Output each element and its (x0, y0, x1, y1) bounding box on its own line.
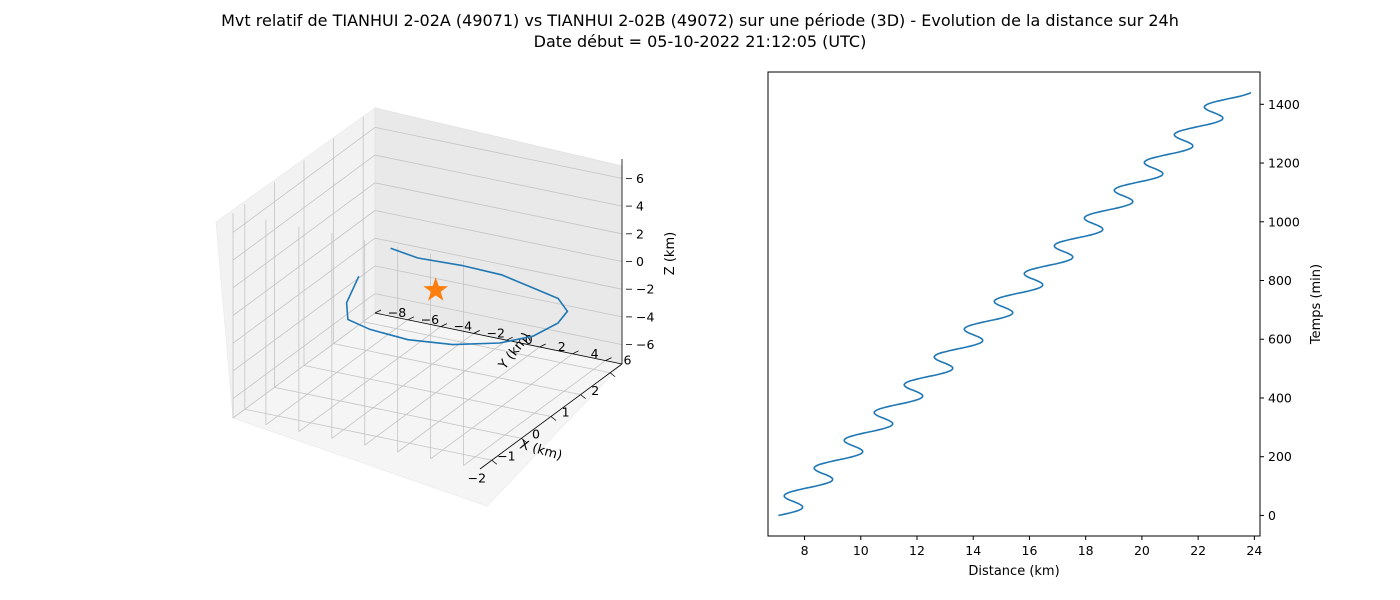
grid-line (331, 333, 475, 439)
grid-line (364, 339, 507, 446)
y-tick (539, 343, 546, 348)
x-tick-label: 0 (532, 427, 540, 442)
grid-line (232, 265, 376, 372)
grid-line (374, 237, 623, 290)
plot-frame (767, 71, 1261, 537)
x-axis-line (479, 363, 623, 470)
grid-3d (232, 116, 623, 466)
z-tick-label: −6 (636, 337, 654, 352)
y-tick-label: 200 (1268, 449, 1292, 464)
y-tick-label: 0 (525, 332, 533, 347)
y-tick-label: 0 (1268, 508, 1276, 523)
y-tick-label: 1400 (1268, 97, 1300, 112)
distance-line (778, 91, 1252, 517)
y-tick-label: 1200 (1268, 156, 1300, 171)
x-tick-label: 10 (853, 543, 869, 558)
x-axis-ticks: 8 10 12 14 16 18 20 22 24 (801, 536, 1262, 558)
y-tick-label: 4 (591, 346, 599, 361)
grid-line (430, 353, 573, 460)
x-tick-label: 24 (1246, 543, 1262, 558)
x-axis-label: Distance (km) (968, 564, 1059, 579)
y-tick (572, 350, 579, 355)
x-tick-label: 20 (1134, 543, 1150, 558)
grid-line (265, 319, 409, 426)
x-tick-label: 18 (1078, 543, 1094, 558)
x-tick-label: −2 (468, 470, 486, 485)
grid-line (298, 326, 442, 432)
grid-line (463, 360, 606, 466)
y-axis-label: Temps (min) (1309, 264, 1324, 345)
grid-line (374, 154, 623, 207)
y-tick (407, 316, 415, 321)
trajectory-3d (345, 247, 569, 346)
grid-line (333, 343, 581, 396)
grid-line (397, 346, 540, 453)
grid-line (232, 293, 376, 399)
y-tick-label: 800 (1268, 273, 1292, 288)
grid-line (244, 408, 492, 461)
x-tick-label: −1 (497, 448, 515, 463)
grid-line (374, 210, 623, 262)
grid-line (374, 293, 623, 345)
y-tick (605, 357, 612, 361)
grid-line (232, 182, 376, 289)
grid-line (232, 312, 376, 419)
x-tick (580, 394, 586, 399)
y-tick-label: 400 (1268, 390, 1292, 405)
y-tick-label: 6 (624, 353, 632, 368)
distance-time-plot: 8 10 12 14 16 18 20 22 24 0 200 400 600 800 1000 1200 1… (767, 71, 1324, 579)
y-tick (374, 309, 382, 314)
z-tick-label: 6 (636, 171, 644, 186)
grid-line (374, 265, 623, 318)
x-tick-label: 8 (801, 543, 809, 558)
x-tick (550, 416, 557, 421)
z-tick-label: 4 (636, 199, 644, 214)
x-tick (491, 459, 498, 465)
y-axis-ticks: 0 200 400 600 800 1000 1200 1400 (1260, 97, 1300, 523)
figure-title-line2: Date début = 05-10-2022 21:12:05 (UTC) (534, 32, 867, 51)
x-tick-label: 1 (562, 405, 570, 420)
grid-line (232, 237, 376, 344)
grid-line (363, 321, 611, 374)
grid-line (232, 154, 376, 261)
x-tick (521, 438, 527, 443)
y-tick-label: 2 (558, 339, 566, 354)
y-tick-label: 600 (1268, 332, 1292, 347)
x-tick-label: 14 (965, 543, 981, 558)
z-tick-label: −2 (636, 282, 654, 297)
z-tick-label: −4 (636, 309, 654, 324)
trajectory-line (345, 247, 569, 346)
z-tick-label: 0 (636, 254, 644, 269)
grid-line (232, 210, 376, 316)
x-tick-label: 22 (1190, 543, 1206, 558)
figure-title-line1: Mvt relatif de TIANHUI 2-02A (49071) vs … (221, 11, 1179, 30)
y-tick (440, 323, 448, 327)
grid-line (303, 365, 552, 417)
x-tick (609, 372, 616, 378)
x-tick-label: 2 (591, 383, 599, 398)
z-axis-label-3d: Z (km) (663, 232, 678, 275)
x-tick-label: 16 (1022, 543, 1038, 558)
y-tick (473, 330, 480, 334)
grid-line (374, 182, 623, 235)
x-tick-label: 12 (909, 543, 925, 558)
grid-line (374, 127, 623, 179)
y-axis-line (374, 312, 623, 365)
grid-line (232, 127, 376, 233)
z-tick-label: 2 (636, 226, 644, 241)
y-tick (506, 336, 513, 341)
y-tick-label: 1000 (1268, 214, 1300, 229)
reference-star-marker (423, 277, 449, 301)
